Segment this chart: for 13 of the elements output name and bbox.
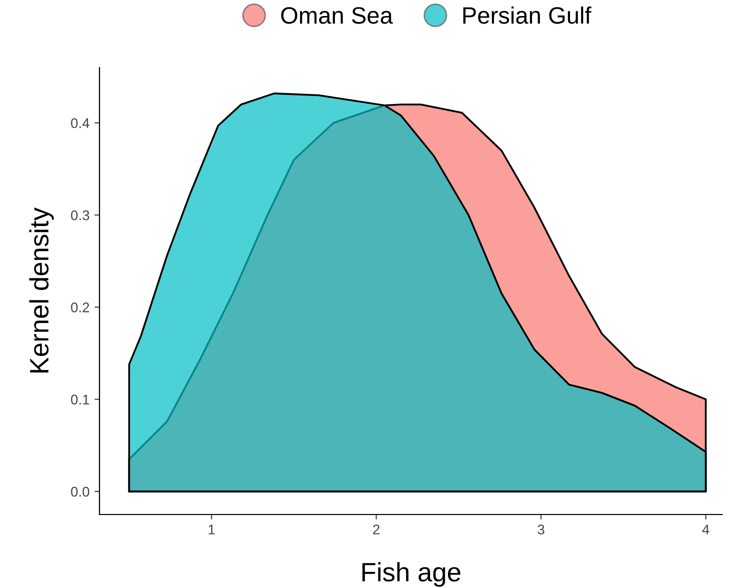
x-tick-label: 1	[208, 524, 215, 534]
legend-label: Persian Gulf	[463, 6, 592, 24]
y-tick-label: 0.2	[71, 302, 90, 312]
y-tick-label: 0.1	[71, 394, 90, 404]
y-tick-label: 0.4	[71, 118, 90, 128]
x-axis-title: Fish age	[362, 562, 460, 587]
x-tick-label: 3	[538, 524, 544, 534]
legend-label: Oman Sea	[281, 7, 393, 24]
y-tick-label: 0.3	[71, 210, 90, 220]
y-tick-label: 0.0	[71, 486, 90, 497]
x-tick-label: 4	[702, 524, 710, 534]
y-axis-title: Kernel density	[29, 207, 54, 373]
x-tick-label: 2	[373, 524, 380, 534]
